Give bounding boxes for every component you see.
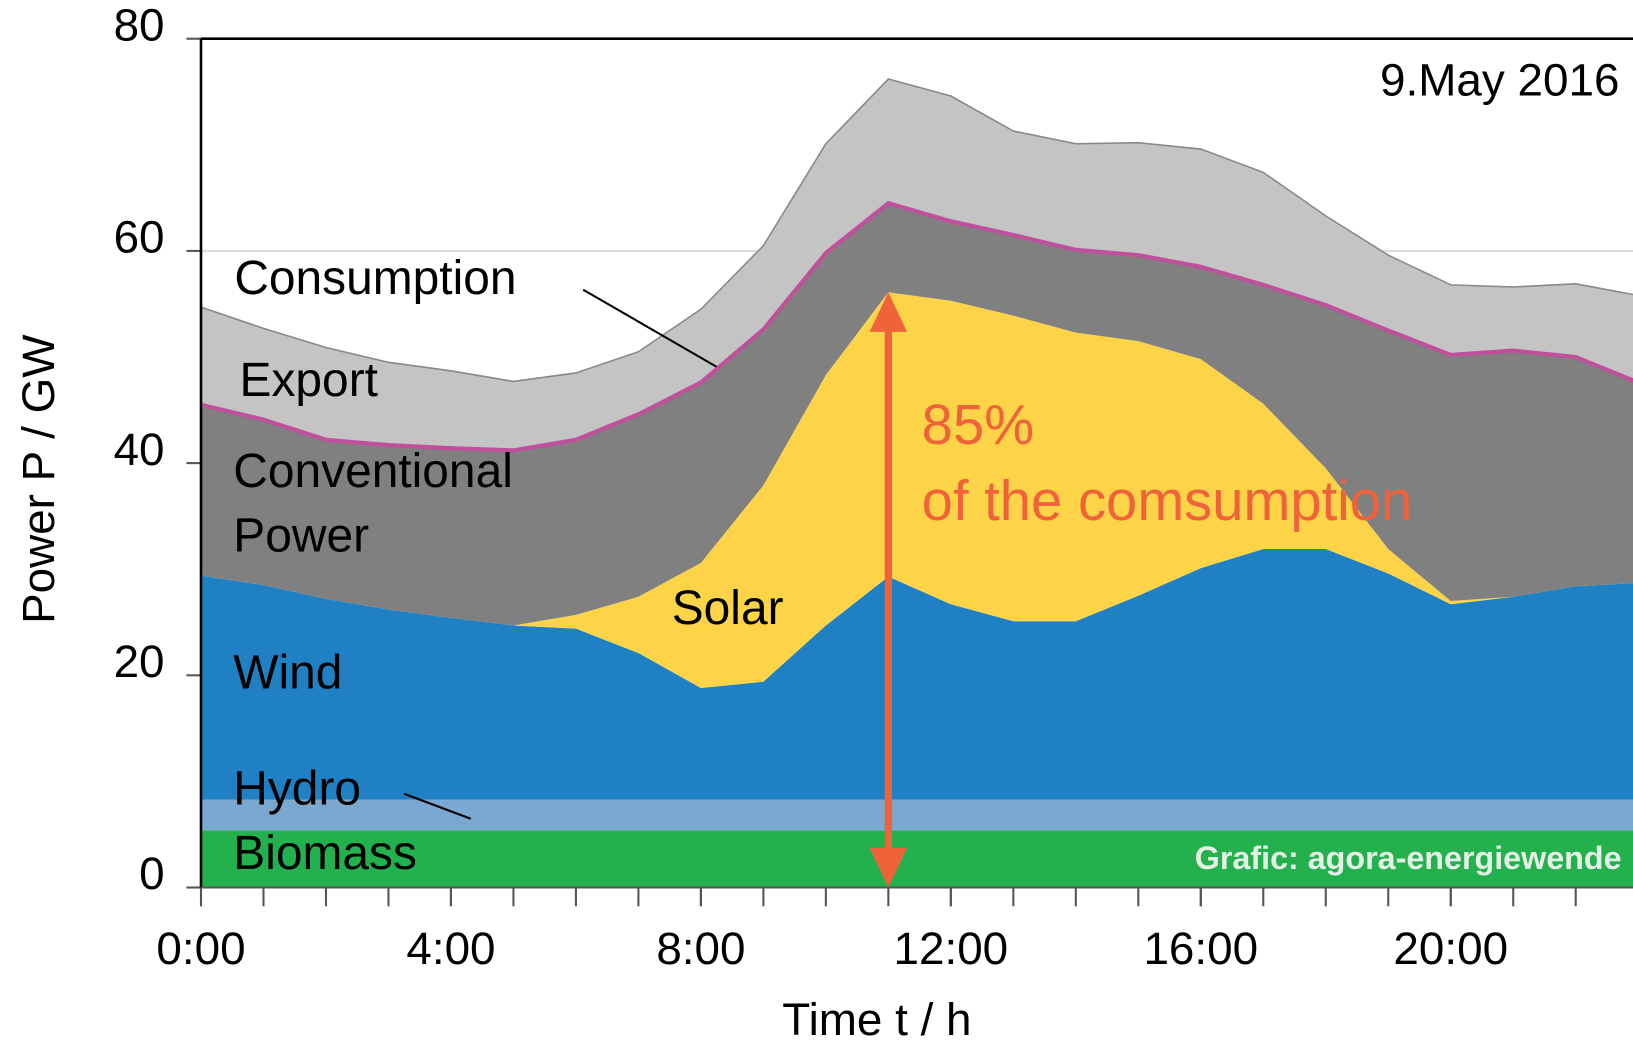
series-label: Biomass bbox=[233, 827, 417, 880]
series-label: Solar bbox=[672, 582, 784, 635]
leader-line bbox=[582, 288, 718, 368]
y-tick-label: 40 bbox=[114, 424, 165, 475]
area bbox=[201, 799, 1633, 831]
area-outline bbox=[201, 78, 1633, 383]
x-tick-label: 12:00 bbox=[894, 923, 1009, 974]
series-label: Hydro bbox=[233, 762, 361, 815]
arrow-head bbox=[869, 292, 908, 332]
series-label: Conventional Power bbox=[233, 445, 513, 563]
source-label: Grafic: agora-energiewende bbox=[1195, 840, 1622, 876]
x-tick-label: 0:00 bbox=[156, 923, 245, 974]
x-tick-label: 4:00 bbox=[406, 923, 495, 974]
y-tick-label: 60 bbox=[114, 212, 165, 263]
x-tick-label: 16:00 bbox=[1143, 923, 1258, 974]
consumption-line bbox=[201, 200, 1633, 453]
x-axis-title: Time t / h bbox=[782, 994, 971, 1045]
y-tick-label: 0 bbox=[139, 848, 164, 899]
area bbox=[201, 549, 1633, 800]
arrow-head bbox=[869, 847, 908, 888]
consumption-label: Consumption bbox=[234, 252, 516, 305]
x-tick-label: 8:00 bbox=[656, 923, 745, 974]
y-tick-label: 20 bbox=[114, 636, 165, 687]
date-label: 9.May 2016 bbox=[1380, 55, 1619, 106]
leader-line bbox=[403, 792, 472, 820]
overlay: 0 20 40 60 80 0:00 4:00 8:00 12:00 16:00 20:00 bbox=[114, 0, 1633, 974]
x-tick-label: 20:00 bbox=[1393, 923, 1508, 974]
area bbox=[201, 292, 1633, 689]
series-label: Wind bbox=[233, 647, 342, 700]
areas bbox=[201, 78, 1633, 888]
y-tick-label: 80 bbox=[114, 0, 165, 50]
area bbox=[201, 203, 1633, 626]
share-note: of the comsumption bbox=[922, 469, 1413, 532]
area bbox=[201, 79, 1633, 451]
y-axis-title: Power P / GW bbox=[13, 334, 64, 624]
series-label: Export bbox=[240, 354, 378, 407]
share-label: 85% bbox=[922, 393, 1035, 456]
area bbox=[201, 830, 1633, 888]
